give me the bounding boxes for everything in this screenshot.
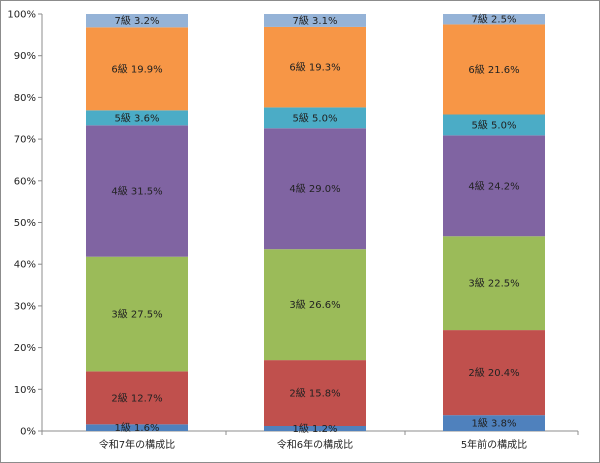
data-label: 6級 19.9%: [111, 62, 162, 75]
bar-segment: [264, 14, 366, 27]
bar-segment: [443, 24, 545, 115]
bar-segment: [86, 371, 188, 425]
y-tick-label: 20%: [14, 343, 36, 354]
category-label: 令和7年の構成比: [99, 438, 175, 451]
bar-segment: [443, 236, 545, 331]
y-tick-label: 60%: [14, 176, 36, 187]
y-tick-label: 40%: [14, 260, 36, 271]
data-label: 6級 19.3%: [289, 61, 340, 74]
data-label: 1級 1.2%: [293, 422, 338, 435]
data-label: 7級 3.2%: [115, 14, 160, 27]
y-tick-label: 0%: [20, 427, 36, 438]
data-label: 5級 5.0%: [472, 118, 517, 131]
bar-segment: [264, 425, 366, 431]
bar-segment: [443, 114, 545, 136]
bar-segment: [443, 14, 545, 25]
data-label: 1級 1.6%: [115, 421, 160, 434]
y-tick-label: 80%: [14, 93, 36, 104]
bar-segment: [264, 26, 366, 108]
y-tick-label: 70%: [14, 135, 36, 146]
category-label: 令和6年の構成比: [277, 438, 353, 451]
data-label: 4級 31.5%: [111, 185, 162, 198]
bar-segment: [264, 249, 366, 361]
data-label: 6級 21.6%: [468, 63, 519, 76]
y-tick-label: 100%: [7, 10, 36, 21]
data-label: 3級 22.5%: [468, 277, 519, 290]
bar-segment: [264, 360, 366, 426]
bar-segment: [443, 415, 545, 431]
y-tick-label: 30%: [14, 301, 36, 312]
bar-segment: [86, 125, 188, 257]
data-label: 2級 20.4%: [468, 366, 519, 379]
segment-labels: 1級 1.6% 2級 12.7% 3級 27.5% 4級 31.5% 5級 3.6% 6級…: [111, 13, 519, 435]
bars: [86, 14, 545, 431]
y-tick-label: 90%: [14, 51, 36, 62]
bar-segment: [264, 107, 366, 129]
data-label: 5級 3.6%: [115, 111, 160, 124]
bar-segment: [443, 135, 545, 237]
data-label: 3級 27.5%: [111, 308, 162, 321]
data-label: 7級 3.1%: [293, 14, 338, 27]
bar-segment: [86, 14, 188, 28]
bar-segment: [264, 128, 366, 250]
data-label: 4級 24.2%: [468, 179, 519, 192]
category-label: 5年前の構成比: [461, 438, 527, 451]
y-tick-label: 10%: [14, 385, 36, 396]
data-label: 3級 26.6%: [289, 298, 340, 311]
data-label: 4級 29.0%: [289, 182, 340, 195]
bar-segment: [443, 330, 545, 416]
bar-segment: [86, 424, 188, 431]
data-label: 1級 3.8%: [472, 417, 517, 430]
bar-segment: [86, 27, 188, 111]
bar-segment: [86, 256, 188, 372]
bar-segment: [86, 110, 188, 126]
y-tick-label: 50%: [14, 218, 36, 229]
data-label: 5級 5.0%: [293, 111, 338, 124]
data-label: 2級 12.7%: [111, 391, 162, 404]
data-label: 2級 15.8%: [289, 387, 340, 400]
category-labels: 令和7年の構成比 令和6年の構成比 5年前の構成比: [99, 438, 527, 451]
data-label: 7級 2.5%: [472, 13, 517, 26]
